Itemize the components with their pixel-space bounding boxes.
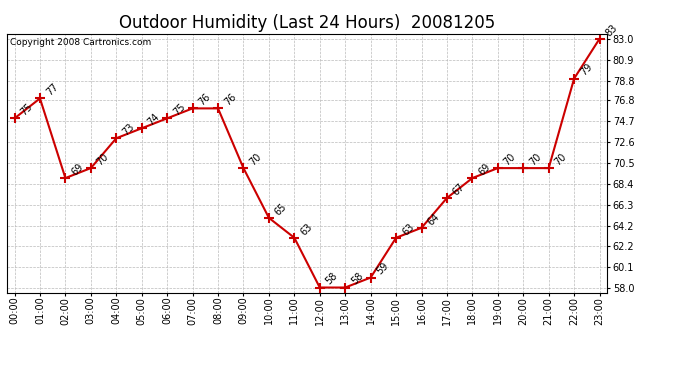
Text: 69: 69 [70, 162, 86, 177]
Text: 73: 73 [121, 122, 136, 138]
Text: 83: 83 [604, 22, 620, 38]
Text: Copyright 2008 Cartronics.com: Copyright 2008 Cartronics.com [10, 38, 151, 46]
Text: 77: 77 [44, 82, 60, 98]
Text: 70: 70 [95, 152, 111, 167]
Text: 75: 75 [19, 102, 34, 118]
Text: 74: 74 [146, 112, 161, 128]
Text: 58: 58 [324, 271, 339, 287]
Text: 69: 69 [477, 162, 492, 177]
Text: 63: 63 [400, 221, 416, 237]
Text: 64: 64 [426, 211, 442, 227]
Text: 70: 70 [553, 152, 569, 167]
Text: 59: 59 [375, 261, 391, 277]
Text: 70: 70 [502, 152, 518, 167]
Text: 70: 70 [527, 152, 543, 167]
Text: 58: 58 [349, 271, 365, 287]
Text: 76: 76 [197, 92, 213, 108]
Text: 79: 79 [578, 62, 594, 78]
Text: 76: 76 [222, 92, 238, 108]
Text: 75: 75 [171, 102, 187, 118]
Text: 70: 70 [248, 152, 264, 167]
Title: Outdoor Humidity (Last 24 Hours)  20081205: Outdoor Humidity (Last 24 Hours) 2008120… [119, 14, 495, 32]
Text: 67: 67 [451, 182, 467, 197]
Text: 63: 63 [299, 221, 314, 237]
Text: 65: 65 [273, 201, 289, 217]
